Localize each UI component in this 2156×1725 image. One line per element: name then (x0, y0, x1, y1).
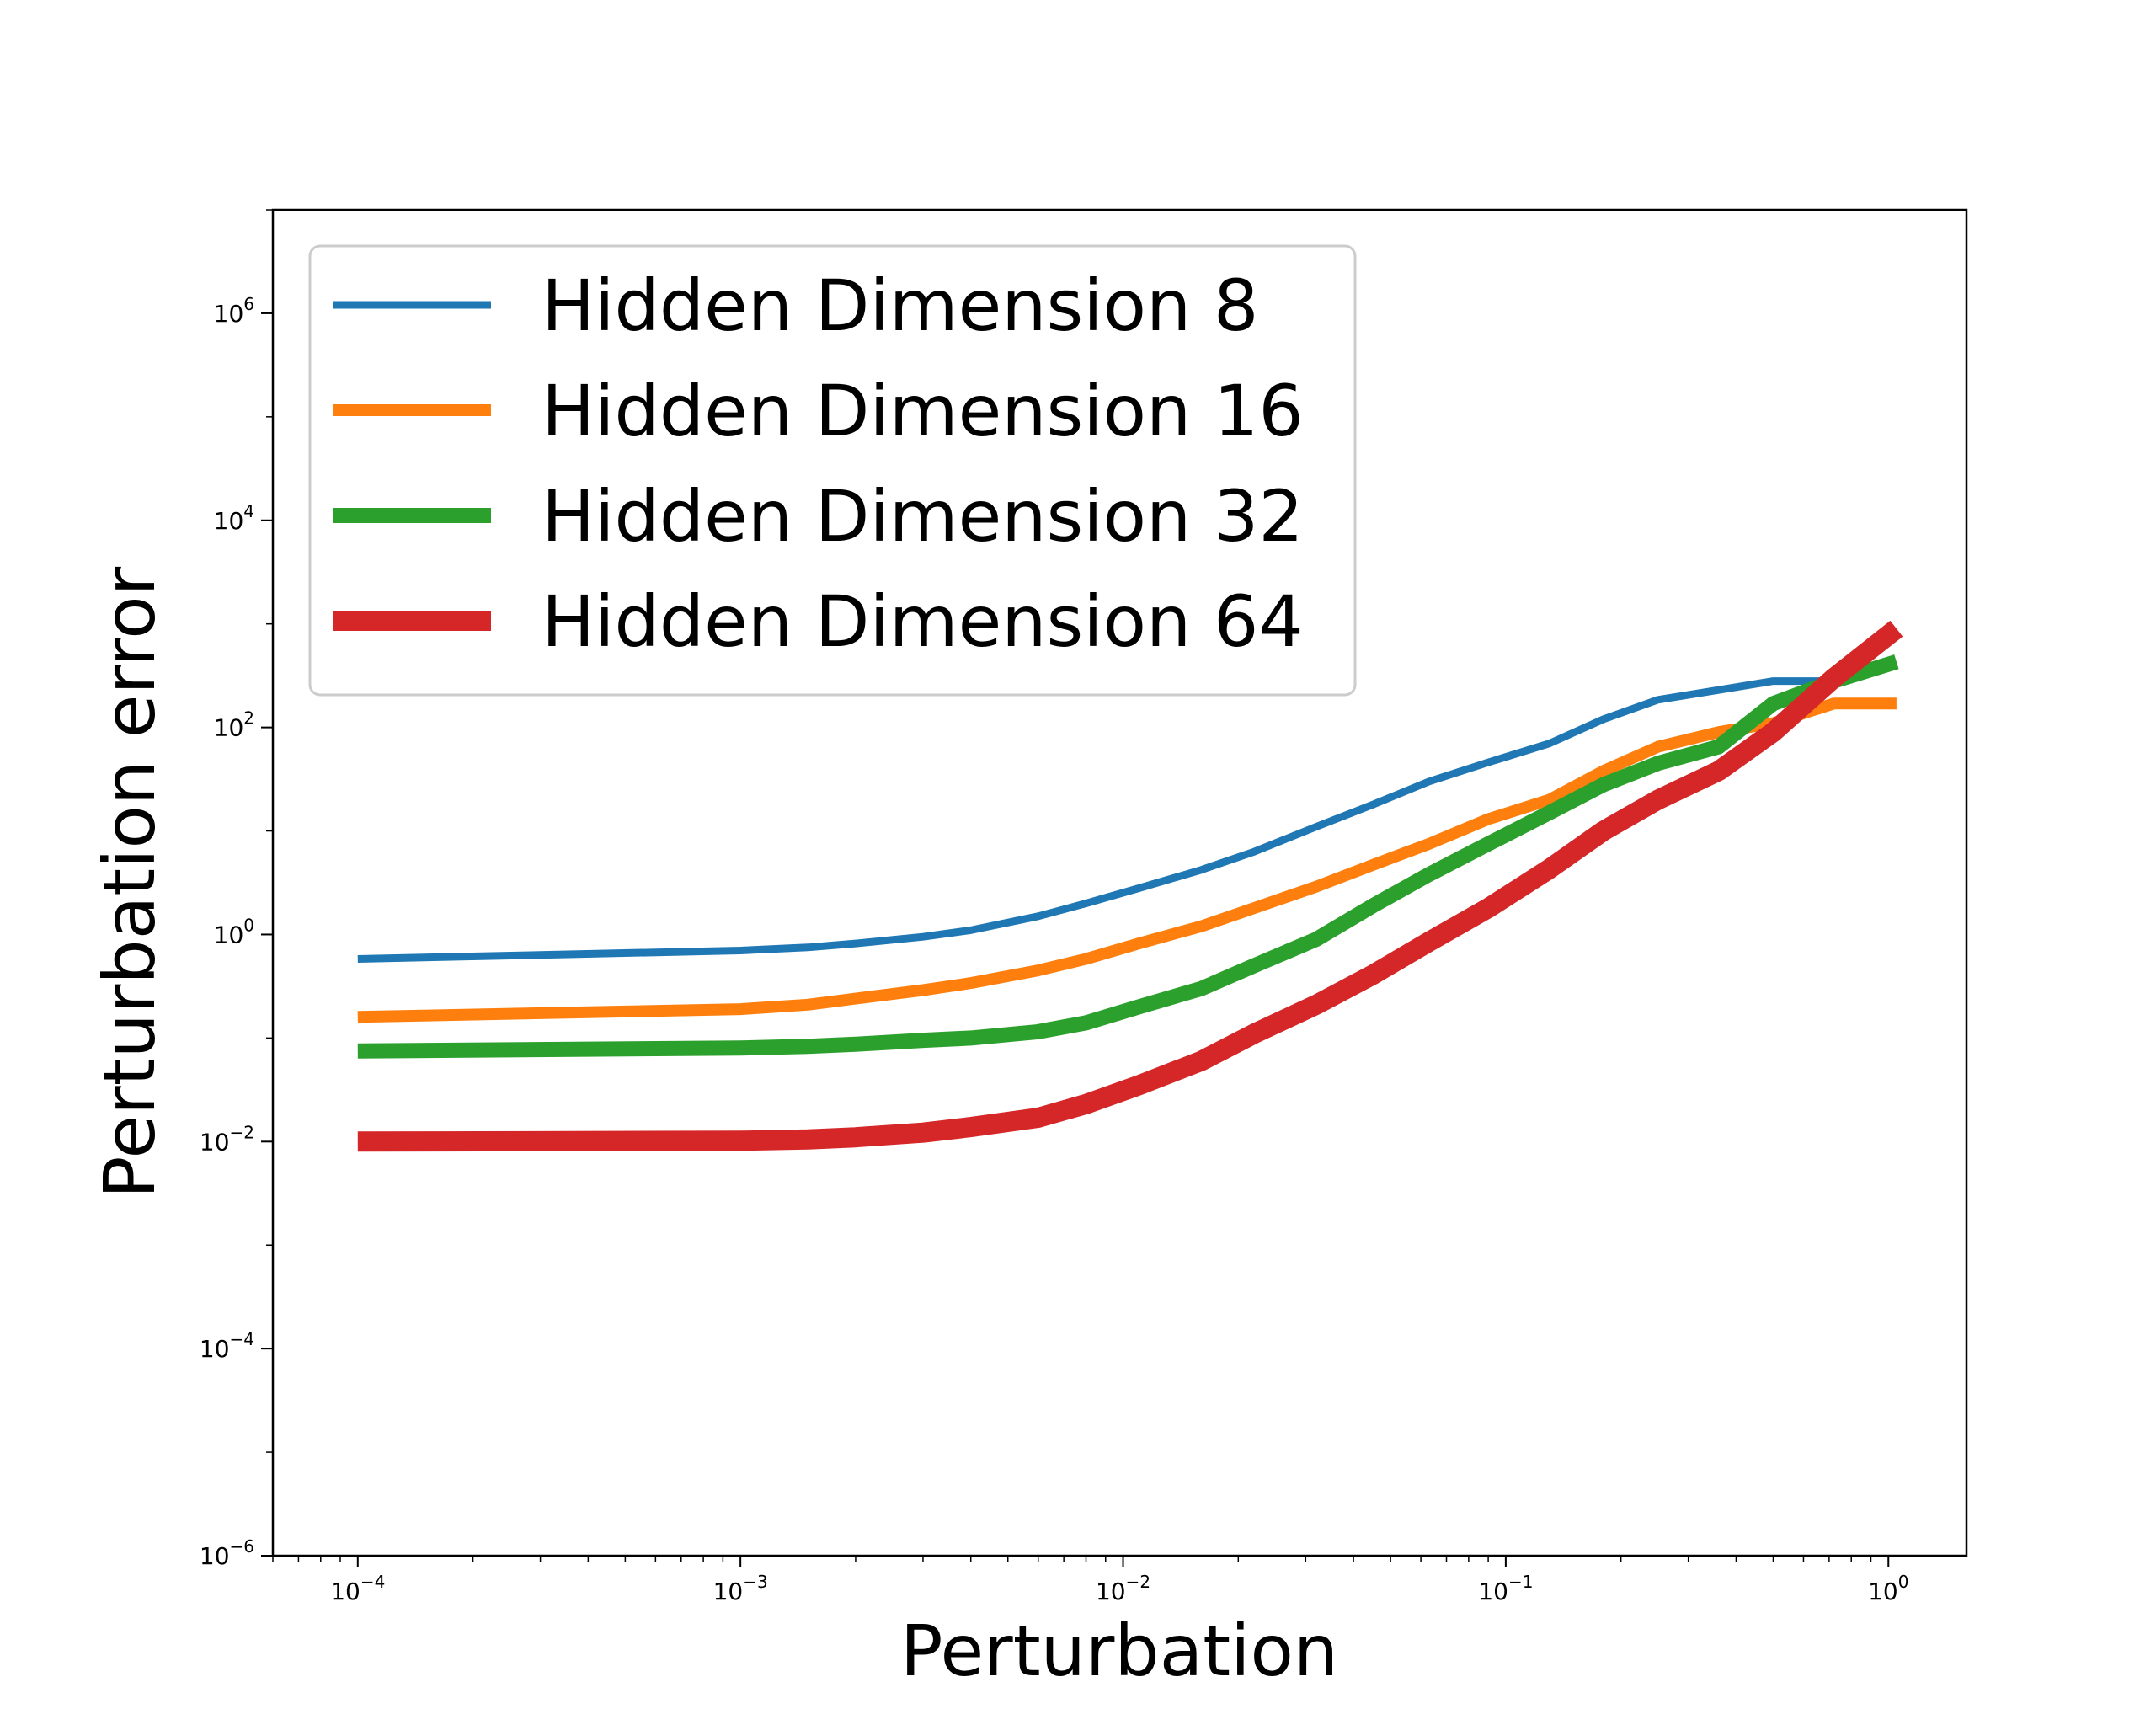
y-tick-label: 10−2 (200, 1122, 254, 1156)
x-axis: 10−4 10−3 10−2 10−1 100 (272, 1556, 1908, 1605)
series-line-1 (357, 677, 1834, 963)
legend-label: Hidden Dimension 32 (542, 475, 1304, 558)
y-tick-label: 102 (214, 708, 254, 742)
y-tick-label: 10−4 (200, 1329, 254, 1363)
x-tick-label: 10−1 (1478, 1572, 1533, 1605)
x-tick-label: 100 (1868, 1572, 1908, 1605)
y-tick-label: 10−6 (200, 1536, 254, 1570)
y-tick-label: 106 (214, 294, 254, 328)
legend-label: Hidden Dimension 8 (542, 264, 1258, 347)
legend: Hidden Dimension 8 Hidden Dimension 16 Hid… (308, 244, 1357, 697)
legend-label: Hidden Dimension 64 (542, 580, 1304, 663)
legend-frame (308, 244, 1357, 697)
legend-label: Hidden Dimension 16 (542, 370, 1304, 452)
x-axis-label: Perturbation (900, 1610, 1338, 1692)
x-tick-label: 10−3 (713, 1572, 768, 1605)
series-line-3 (357, 654, 1899, 1059)
series-lines (357, 620, 1903, 1152)
plot-frame (271, 208, 1968, 1557)
series-line-4 (357, 620, 1903, 1152)
x-tick-label: 10−4 (330, 1572, 385, 1605)
y-tick-label: 104 (214, 501, 254, 535)
series-line-2 (357, 697, 1897, 1023)
y-tick-label: 100 (214, 915, 254, 948)
y-axis: 10−6 10−4 10−2 100 102 104 106 (200, 209, 273, 1570)
y-axis-label: Perturbation error (88, 566, 171, 1199)
x-tick-label: 10−2 (1096, 1572, 1150, 1605)
